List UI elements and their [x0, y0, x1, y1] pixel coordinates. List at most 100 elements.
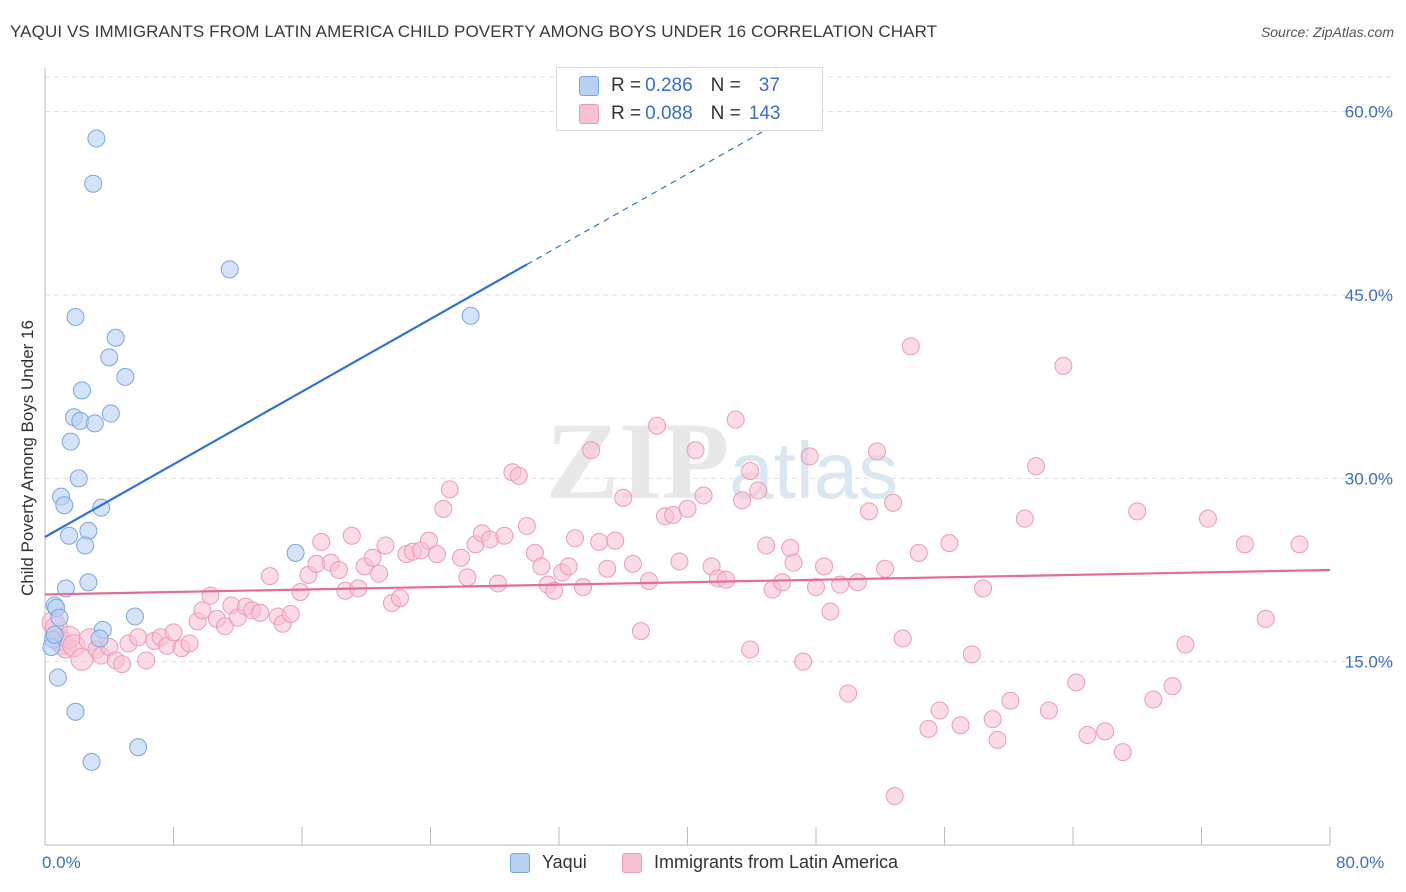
latam-point	[291, 583, 310, 601]
yaqui-point	[125, 607, 144, 626]
source-label: Source: ZipAtlas.com	[1260, 24, 1394, 40]
legend-item-latam: Immigrants from Latin America	[622, 852, 898, 873]
legend-item-yaqui: Yaqui	[510, 852, 587, 873]
y-tick-label: 30.0%	[1345, 469, 1393, 488]
latam-point	[376, 536, 395, 555]
watermark: ZIPatlas	[546, 400, 898, 522]
latam-point	[773, 573, 792, 592]
latam-point	[781, 539, 800, 557]
latam-point	[794, 652, 813, 671]
yaqui-point	[286, 543, 305, 562]
y-tick-labels: 15.0% 30.0% 45.0% 60.0%	[1345, 103, 1393, 672]
latam-point	[1290, 535, 1309, 554]
latam-point	[1128, 502, 1147, 521]
stats-row-yaqui: R = 0.286 N = 37	[579, 73, 780, 99]
latam-point	[342, 526, 361, 545]
r-label: R =	[611, 103, 642, 124]
latam-point	[1256, 609, 1275, 628]
y-axis-label: Child Poverty Among Boys Under 16	[18, 320, 37, 596]
latam-point	[726, 410, 745, 429]
latam-point	[281, 605, 300, 623]
yaqui-point	[101, 404, 120, 423]
latam-point	[434, 499, 453, 518]
yaqui-point	[82, 752, 101, 771]
legend-label: Yaqui	[542, 852, 587, 872]
latam-point	[559, 557, 578, 576]
latam-point	[129, 628, 148, 647]
yaqui-point	[90, 629, 109, 648]
latam-point	[598, 559, 617, 578]
latam-point	[1096, 722, 1115, 741]
yaqui-trend-line	[44, 263, 528, 538]
latam-point	[329, 561, 348, 579]
n-value: 143	[748, 103, 781, 124]
yaqui-point	[100, 348, 119, 367]
yaqui-point	[116, 367, 135, 386]
yaqui-point	[69, 469, 88, 488]
latam-point	[631, 622, 650, 641]
latam-point	[419, 531, 438, 550]
latam-point	[919, 719, 938, 738]
yaqui-point	[66, 308, 85, 326]
latam-point	[860, 502, 879, 521]
yaqui-point	[79, 573, 98, 592]
yaqui-point	[60, 526, 79, 545]
latam-point	[193, 601, 212, 620]
latam-legend-swatch	[622, 852, 642, 873]
latam-point	[590, 532, 609, 551]
axes	[44, 68, 1331, 846]
latam-point	[390, 589, 409, 608]
latam-point	[647, 416, 666, 435]
n-label: N =	[710, 103, 741, 124]
latam-point	[614, 488, 633, 507]
yaqui-point	[55, 496, 74, 515]
latam-point	[694, 486, 713, 505]
latam-point	[180, 634, 199, 653]
latam-point	[983, 710, 1002, 729]
latam-point	[532, 557, 551, 576]
latam-point	[962, 645, 981, 664]
latam-point	[686, 441, 705, 460]
latam-point	[930, 701, 949, 720]
latam-point	[1113, 743, 1132, 762]
r-value: 0.286	[645, 75, 693, 96]
n-value: 37	[758, 75, 780, 96]
latam-point	[884, 493, 903, 512]
stats-legend: R = 0.286 N = 37 R = 0.088 N = 143	[556, 67, 823, 131]
latam-point	[623, 554, 642, 573]
y-tick-label: 15.0%	[1345, 653, 1393, 672]
latam-point	[974, 579, 993, 598]
latam-point	[606, 531, 625, 550]
latam-point	[164, 623, 183, 642]
x-tick-label-min: 0.0%	[42, 853, 81, 872]
latam-point	[1027, 457, 1046, 476]
latam-point	[893, 629, 912, 648]
latam-point	[363, 548, 382, 567]
latam-point	[312, 532, 331, 551]
latam-point	[839, 684, 858, 703]
y-tick-label: 60.0%	[1345, 103, 1393, 122]
latam-point	[717, 570, 736, 589]
latam-swatch	[579, 104, 599, 124]
yaqui-point	[129, 738, 148, 757]
latam-point	[901, 337, 920, 356]
latam-point	[113, 655, 132, 674]
yaqui-point	[45, 625, 64, 644]
latam-point	[495, 526, 514, 545]
latam-point	[1163, 677, 1182, 696]
latam-point	[876, 559, 895, 578]
chart-title: YAQUI VS IMMIGRANTS FROM LATIN AMERICA C…	[10, 22, 938, 41]
yaqui-swatch	[579, 76, 599, 96]
y-tick-label: 45.0%	[1345, 286, 1393, 305]
latam-point	[784, 553, 803, 572]
latam-point	[1001, 691, 1020, 710]
latam-point	[951, 716, 970, 735]
yaqui-point	[220, 260, 239, 279]
latam-point	[749, 481, 768, 500]
latam-point	[566, 529, 585, 548]
latam-points	[41, 337, 1309, 806]
latam-point	[940, 534, 959, 553]
latam-point	[251, 603, 270, 622]
latam-point	[988, 730, 1007, 749]
latam-point	[800, 447, 819, 466]
